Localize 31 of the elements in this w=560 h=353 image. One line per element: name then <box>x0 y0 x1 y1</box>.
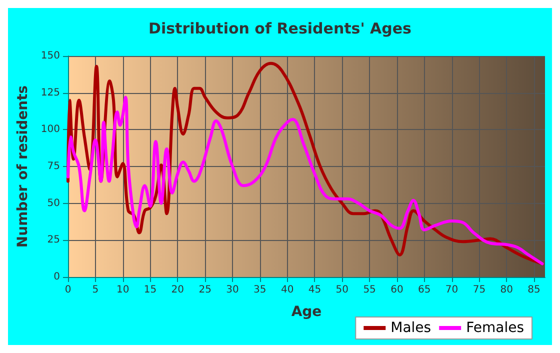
legend-label: Females <box>466 320 524 336</box>
x-axis-title: Age <box>291 304 322 320</box>
x-tick-label: 50 <box>336 284 349 296</box>
x-tick-label: 15 <box>144 284 157 296</box>
x-tick-label: 70 <box>445 284 458 296</box>
y-tick-label: 50 <box>47 198 60 209</box>
y-axis-title: Number of residents <box>15 85 31 248</box>
x-tick-label: 80 <box>500 284 513 296</box>
chart-title: Distribution of Residents' Ages <box>148 20 412 38</box>
x-tick-label: 35 <box>254 284 266 296</box>
line-series <box>66 96 544 266</box>
y-tick-label: 0 <box>54 272 60 282</box>
x-tick-label: 30 <box>226 284 239 296</box>
y-tick-label: 100 <box>40 124 60 136</box>
legend-label: Males <box>390 320 432 336</box>
x-tick-label: 20 <box>171 284 184 296</box>
x-tick-label: 65 <box>418 284 431 296</box>
x-tick-label: 25 <box>198 284 212 296</box>
x-tick-label: 40 <box>280 284 294 296</box>
y-tick-label: 125 <box>40 87 60 98</box>
x-tick-label: 55 <box>363 284 376 296</box>
x-tick-label: 10 <box>116 284 130 296</box>
x-tick-label: 5 <box>92 284 99 296</box>
y-tick-label: 25 <box>47 234 60 246</box>
x-tick-label: 0 <box>64 284 72 296</box>
x-tick-label: 60 <box>390 284 404 296</box>
x-tick-label: 85 <box>528 284 540 296</box>
y-tick-label: 150 <box>40 50 60 62</box>
x-tick-label: 75 <box>472 284 486 296</box>
x-tick-label: 45 <box>308 284 322 296</box>
y-tick-label: 75 <box>47 161 60 172</box>
